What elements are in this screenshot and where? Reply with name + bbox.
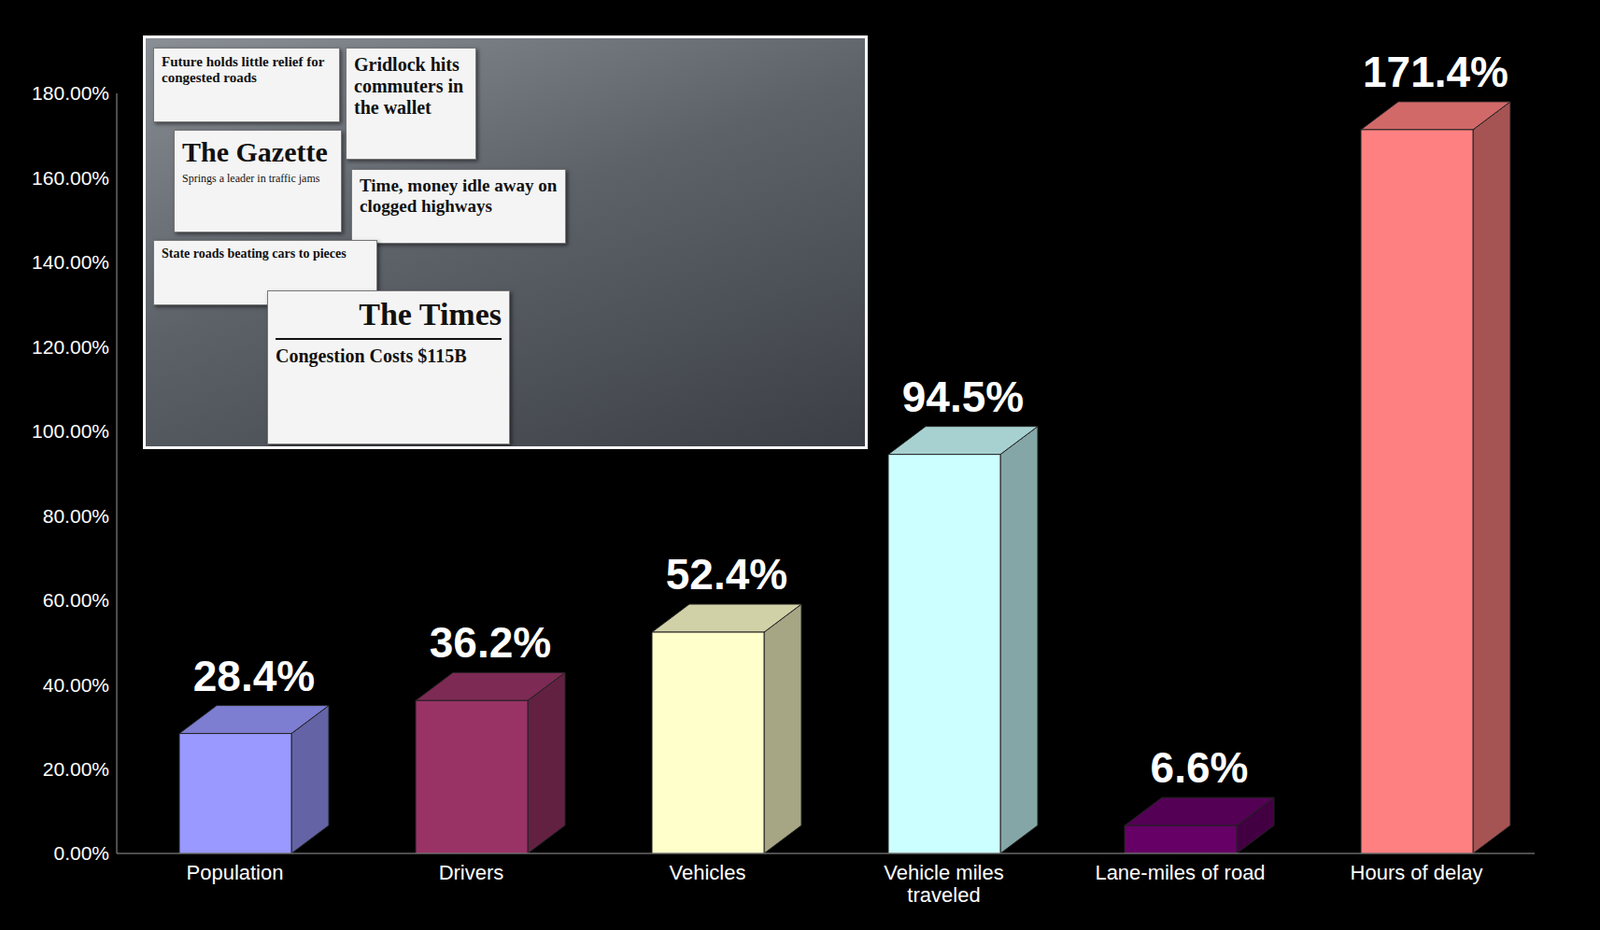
svg-text:6.6%: 6.6%	[1150, 743, 1249, 793]
svg-text:0.00%: 0.00%	[53, 842, 110, 864]
svg-text:180.00%: 180.00%	[31, 82, 110, 104]
html-text:The Gazette: The Gazette	[182, 136, 328, 168]
html-text:State roads beating cars to pi: State roads beating cars to pieces	[161, 246, 347, 261]
svg-text:Drivers: Drivers	[438, 861, 505, 885]
svg-text:36.2%: 36.2%	[429, 618, 552, 667]
html-text:The Times: The Times	[358, 297, 502, 332]
svg-text:94.5%: 94.5%	[902, 372, 1024, 422]
svg-text:52.4%: 52.4%	[665, 550, 788, 599]
html-text:Congestion Costs $115B: Congestion Costs $115B	[275, 345, 467, 367]
svg-text:20.00%: 20.00%	[42, 758, 110, 780]
svg-text:171.4%: 171.4%	[1362, 47, 1509, 97]
svg-text:28.4%: 28.4%	[193, 651, 315, 701]
svg-text:Vehicle milestraveled: Vehicle milestraveled	[883, 861, 1004, 907]
svg-text:120.00%: 120.00%	[31, 336, 110, 358]
svg-text:Vehicles: Vehicles	[669, 861, 747, 885]
html-text:Springs a leader in traffic ja: Springs a leader in traffic jams	[182, 171, 320, 185]
html-text:Future holds little relief for: Future holds little relief for congested…	[161, 54, 325, 85]
svg-text:40.00%: 40.00%	[42, 674, 110, 696]
svg-text:60.00%: 60.00%	[42, 589, 110, 611]
html-text:Gridlock hits commuters in the: Gridlock hits commuters in the wallet	[353, 54, 464, 118]
svg-text:140.00%: 140.00%	[31, 251, 110, 273]
html-text:Time, money idle away on clogg: Time, money idle away on clogged highway…	[359, 175, 557, 216]
svg-text:100.00%: 100.00%	[31, 420, 110, 442]
svg-text:Lane-miles of road: Lane-miles of road	[1094, 861, 1265, 885]
svg-text:160.00%: 160.00%	[31, 167, 110, 189]
svg-text:80.00%: 80.00%	[42, 505, 110, 527]
svg-text:Hours of delay: Hours of delay	[1350, 861, 1484, 885]
svg-text:Population: Population	[186, 861, 284, 885]
